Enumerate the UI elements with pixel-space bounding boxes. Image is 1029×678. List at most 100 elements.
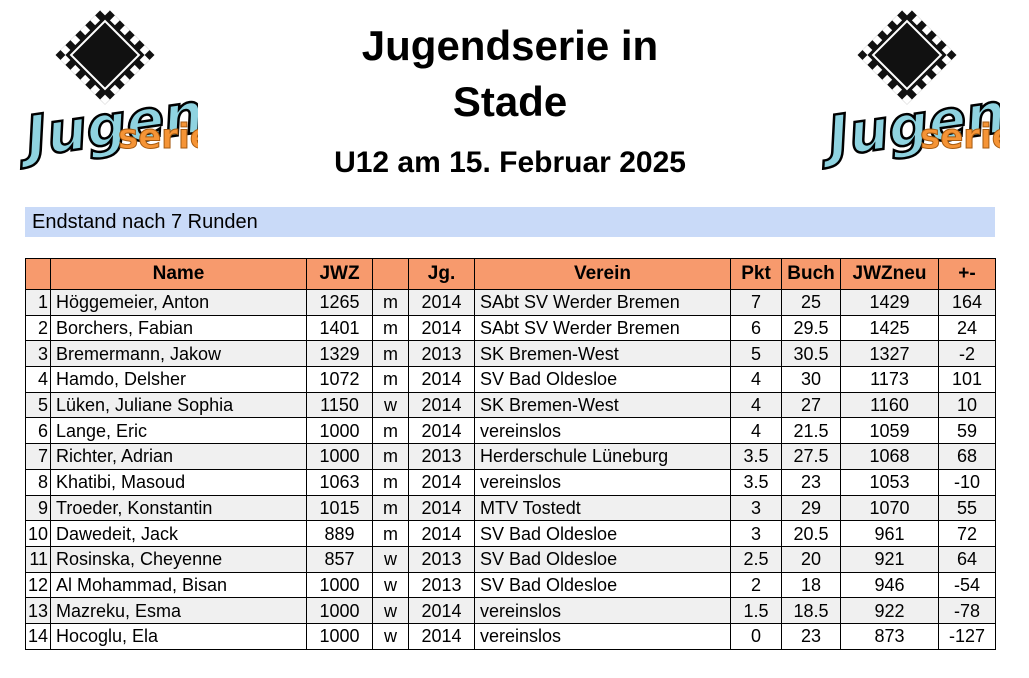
cell-diff: 101	[938, 366, 996, 393]
cell-name: Borchers, Fabian	[50, 314, 307, 342]
cell-points: 4	[730, 391, 782, 419]
cell-name: Höggemeier, Anton	[50, 289, 307, 316]
cell-rank: 6	[25, 417, 51, 445]
cell-jwz: 1000	[306, 417, 373, 445]
cell-sex: m	[372, 340, 409, 368]
cell-jwz-new: 921	[840, 545, 939, 573]
cell-jwz-new: 1070	[840, 494, 939, 522]
cell-buchholz: 29	[781, 494, 841, 522]
table-row: 5 Lüken, Juliane Sophia 1150 w 2014 SK Bremen…	[25, 391, 996, 419]
cell-points: 7	[730, 289, 782, 316]
cell-points: 0	[730, 622, 782, 650]
cell-jwz: 1000	[306, 597, 373, 624]
cell-jwz-new: 1173	[840, 366, 939, 393]
cell-diff: 164	[938, 289, 996, 316]
cell-jwz-new: 1327	[840, 340, 939, 368]
cell-buchholz: 23	[781, 468, 841, 496]
header-col-jwz: JWZ	[306, 258, 373, 290]
cell-jwz: 1000	[306, 571, 373, 599]
table-row: 13 Mazreku, Esma 1000 w 2014 vereinslos 1.5 18.…	[25, 597, 996, 624]
cell-jwz: 1063	[306, 468, 373, 496]
cell-diff: 64	[938, 545, 996, 573]
cell-buchholz: 20	[781, 545, 841, 573]
logo-text-sub: serie	[118, 117, 198, 157]
cell-sex: m	[372, 289, 409, 316]
cell-club: SAbt SV Werder Bremen	[474, 289, 731, 316]
cell-year: 2013	[408, 443, 475, 470]
cell-name: Khatibi, Masoud	[50, 468, 307, 496]
header-col-name: Name	[50, 258, 307, 290]
cell-rank: 7	[25, 443, 51, 470]
header-col-jwz-new: JWZneu	[840, 258, 939, 290]
cell-rank: 12	[25, 571, 51, 599]
cell-name: Al Mohammad, Bisan	[50, 571, 307, 599]
cell-rank: 11	[25, 545, 51, 573]
cell-diff: 72	[938, 520, 996, 547]
cell-club: SV Bad Oldesloe	[474, 571, 731, 599]
cell-jwz: 1150	[306, 391, 373, 419]
cell-sex: m	[372, 417, 409, 445]
cell-rank: 1	[25, 289, 51, 316]
table-row: 4 Hamdo, Delsher 1072 m 2014 SV Bad Oldesloe 4…	[25, 366, 996, 393]
cell-name: Bremermann, Jakow	[50, 340, 307, 368]
cell-sex: w	[372, 597, 409, 624]
cell-year: 2014	[408, 622, 475, 650]
cell-name: Rosinska, Cheyenne	[50, 545, 307, 573]
header-col-diff: +-	[938, 258, 996, 290]
header-col-rank	[25, 258, 51, 290]
header-col-buchholz: Buch	[781, 258, 841, 290]
cell-club: vereinslos	[474, 622, 731, 650]
table-row: 1 Höggemeier, Anton 1265 m 2014 SAbt SV Werde…	[25, 289, 996, 316]
standings-table: Name JWZ Jg. Verein Pkt Buch JWZneu +- 1 Höggeme…	[25, 258, 996, 650]
header-col-points: Pkt	[730, 258, 782, 290]
table-row: 2 Borchers, Fabian 1401 m 2014 SAbt SV Werder…	[25, 314, 996, 342]
cell-diff: -54	[938, 571, 996, 599]
cell-points: 6	[730, 314, 782, 342]
cell-club: SV Bad Oldesloe	[474, 520, 731, 547]
cell-points: 5	[730, 340, 782, 368]
cell-club: SK Bremen-West	[474, 340, 731, 368]
cell-buchholz: 18.5	[781, 597, 841, 624]
cell-jwz-new: 961	[840, 520, 939, 547]
cell-rank: 10	[25, 520, 51, 547]
cell-diff: 59	[938, 417, 996, 445]
table-row: 8 Khatibi, Masoud 1063 m 2014 vereinslos 3.5 23…	[25, 468, 996, 496]
cell-diff: -10	[938, 468, 996, 496]
cell-buchholz: 27.5	[781, 443, 841, 470]
cell-club: MTV Tostedt	[474, 494, 731, 522]
cell-club: SV Bad Oldesloe	[474, 545, 731, 573]
cell-year: 2014	[408, 417, 475, 445]
cell-buchholz: 30.5	[781, 340, 841, 368]
cell-year: 2013	[408, 571, 475, 599]
cell-points: 3.5	[730, 443, 782, 470]
header-col-sex	[372, 258, 409, 290]
cell-club: SV Bad Oldesloe	[474, 366, 731, 393]
cell-diff: 24	[938, 314, 996, 342]
cell-name: Dawedeit, Jack	[50, 520, 307, 547]
cell-jwz: 1329	[306, 340, 373, 368]
table-header-row: Name JWZ Jg. Verein Pkt Buch JWZneu +-	[25, 258, 996, 290]
cell-year: 2014	[408, 468, 475, 496]
page-title-line2: Stade	[452, 78, 568, 125]
cell-name: Mazreku, Esma	[50, 597, 307, 624]
cell-points: 3	[730, 494, 782, 522]
cell-buchholz: 18	[781, 571, 841, 599]
cell-points: 2	[730, 571, 782, 599]
cell-year: 2014	[408, 597, 475, 624]
cell-jwz-new: 1425	[840, 314, 939, 342]
cell-name: Troeder, Konstantin	[50, 494, 307, 522]
page-title: Jugendserie in Stade	[250, 18, 770, 130]
cell-year: 2014	[408, 520, 475, 547]
cell-buchholz: 27	[781, 391, 841, 419]
cell-jwz: 1000	[306, 443, 373, 470]
cell-points: 4	[730, 366, 782, 393]
cell-points: 1.5	[730, 597, 782, 624]
table-row: 14 Hocoglu, Ela 1000 w 2014 vereinslos 0 23 873-…	[25, 622, 996, 650]
table-row: 3 Bremermann, Jakow 1329 m 2013 SK Bremen-Wes…	[25, 340, 996, 368]
cell-jwz: 889	[306, 520, 373, 547]
cell-jwz: 1265	[306, 289, 373, 316]
cell-rank: 3	[25, 340, 51, 368]
cell-rank: 5	[25, 391, 51, 419]
cell-jwz: 1015	[306, 494, 373, 522]
cell-sex: w	[372, 391, 409, 419]
